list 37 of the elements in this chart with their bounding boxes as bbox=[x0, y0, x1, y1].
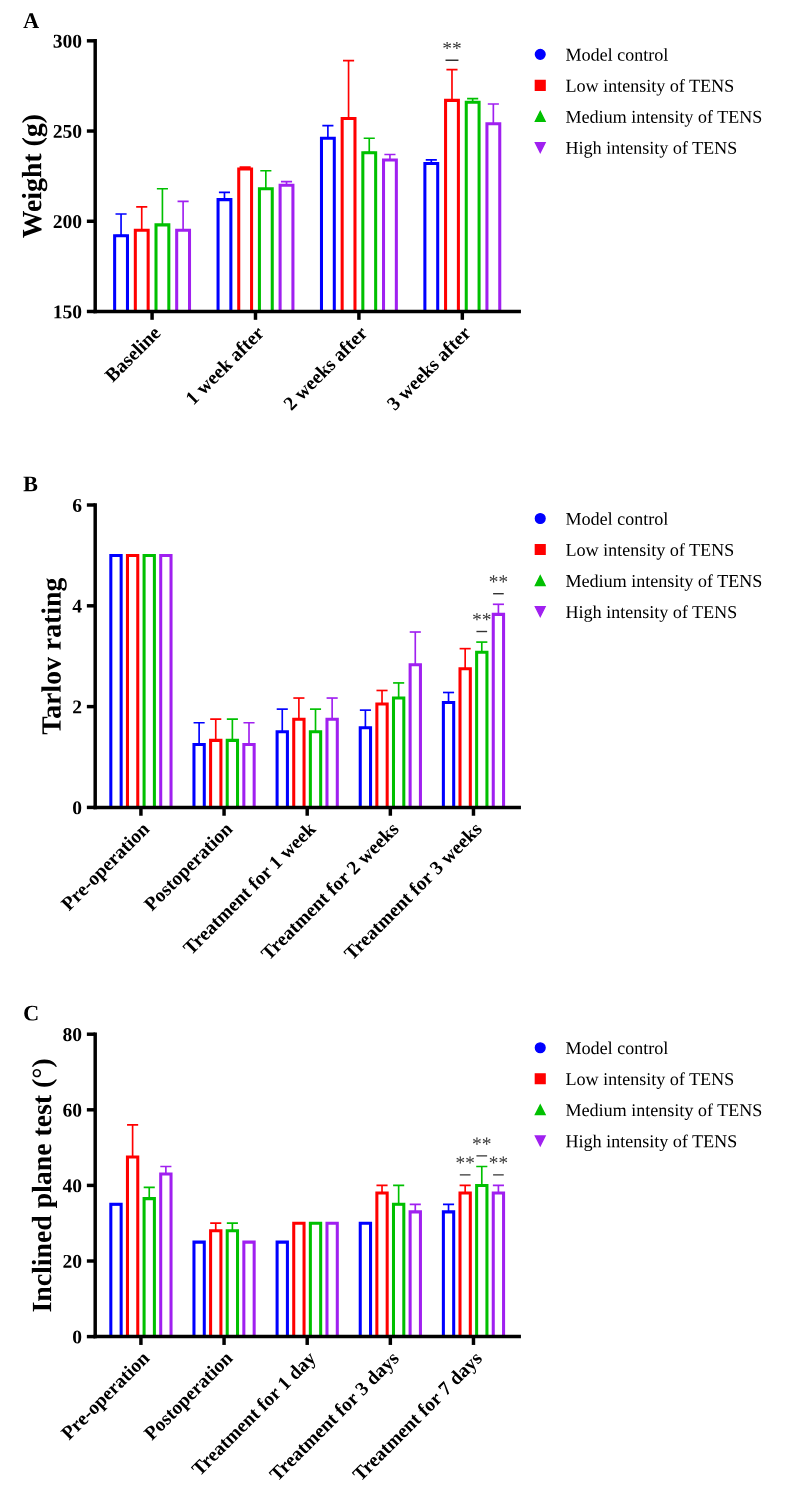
y-tick-label: 4 bbox=[72, 599, 82, 613]
y-tick-label: 300 bbox=[53, 34, 82, 48]
chart-title: A bbox=[23, 13, 40, 28]
legend-label: High intensity of TENS bbox=[566, 141, 737, 158]
chart-title: B bbox=[23, 476, 38, 492]
y-tick-label: 80 bbox=[63, 1028, 82, 1042]
data-label: ** bbox=[456, 1156, 474, 1164]
legend-label: Model control bbox=[566, 1041, 668, 1055]
legend-label: Model control bbox=[566, 512, 668, 526]
legend-label: Medium intensity of TENS bbox=[566, 1103, 762, 1121]
y-tick-label: 150 bbox=[54, 305, 82, 319]
data-label: ** bbox=[473, 1137, 491, 1145]
y-axis-title: Weight (g) bbox=[21, 115, 48, 238]
legend-label: Medium intensity of TENS bbox=[566, 110, 762, 127]
y-tick-label: 6 bbox=[72, 498, 82, 512]
data-label: ** bbox=[473, 613, 491, 621]
y-tick-label: 40 bbox=[62, 1179, 82, 1193]
data-label: ** bbox=[443, 41, 461, 50]
legend-label: Low intensity of TENS bbox=[566, 1072, 734, 1089]
y-tick-label: 2 bbox=[73, 700, 82, 714]
y-axis-title: Tarlov rating bbox=[41, 577, 67, 735]
y-tick-label: 0 bbox=[73, 801, 82, 815]
y-tick-label: 60 bbox=[63, 1103, 82, 1117]
y-axis-title: Inclined plane test (°) bbox=[31, 1059, 58, 1312]
y-tick-label: 20 bbox=[63, 1254, 82, 1268]
data-label: ** bbox=[489, 575, 508, 583]
y-tick-label: 200 bbox=[53, 215, 82, 229]
legend-label: Medium intensity of TENS bbox=[566, 574, 762, 591]
legend-label: Low intensity of TENS bbox=[566, 543, 734, 560]
legend-label: Model control bbox=[566, 48, 668, 61]
data-label: ** bbox=[489, 1156, 508, 1164]
y-tick-label: 250 bbox=[53, 124, 82, 138]
y-tick-label: 0 bbox=[73, 1330, 82, 1344]
legend-label: High intensity of TENS bbox=[566, 1134, 737, 1152]
legend-label: High intensity of TENS bbox=[566, 605, 737, 622]
legend-label: Low intensity of TENS bbox=[566, 78, 734, 96]
chart-title: C bbox=[24, 1005, 38, 1021]
